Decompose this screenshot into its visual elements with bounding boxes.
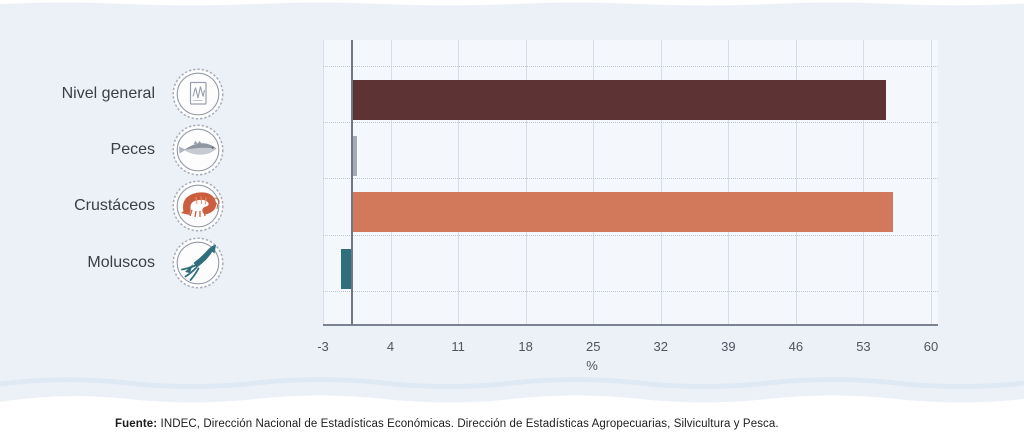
squid-icon <box>171 236 225 290</box>
x-gridline <box>931 40 932 324</box>
x-gridline <box>323 40 324 324</box>
x-tick-label: 46 <box>788 339 804 354</box>
source-note: Fuente: INDEC, Dirección Nacional de Est… <box>115 418 779 430</box>
top-wave-decoration <box>0 0 1024 6</box>
x-tick-label: 39 <box>721 339 736 354</box>
source-note-text: INDEC, Dirección Nacional de Estadística… <box>157 418 779 430</box>
bottom-wave-decoration <box>0 377 1024 414</box>
row-separator <box>323 66 938 67</box>
x-tick-label: 4 <box>386 339 395 354</box>
category-label: Crustáceos <box>74 197 155 215</box>
source-note-prefix: Fuente: <box>115 418 158 430</box>
x-gridline <box>795 40 797 324</box>
x-tick-label: 53 <box>856 339 871 354</box>
line-chart-document-icon <box>171 67 225 121</box>
category-label: Peces <box>110 141 155 159</box>
bar-peces <box>351 136 357 177</box>
x-gridline <box>660 40 662 324</box>
row-separator <box>323 234 938 236</box>
x-tick-label: -3 <box>317 339 329 354</box>
x-gridline <box>458 40 460 324</box>
fish-icon <box>171 123 225 177</box>
x-tick-label: 18 <box>518 339 533 354</box>
x-tick-label: 11 <box>451 339 465 354</box>
x-tick-label: 60 <box>923 339 939 354</box>
x-gridline <box>390 40 392 324</box>
shrimp-icon <box>171 179 225 233</box>
x-gridline <box>728 40 730 324</box>
bar-crust-ceos <box>351 192 894 233</box>
x-tick-label: 32 <box>653 339 668 354</box>
category-label: Moluscos <box>87 253 155 271</box>
bar-nivel-general <box>351 80 886 120</box>
x-gridline <box>525 40 527 324</box>
x-tick-label: 25 <box>585 339 601 354</box>
zero-baseline <box>350 40 353 324</box>
x-axis-unit-label: % <box>586 358 598 373</box>
category-label: Nivel general <box>61 85 155 102</box>
row-separator <box>323 290 938 292</box>
x-axis-line <box>323 324 938 326</box>
row-separator <box>323 178 938 180</box>
row-separator <box>323 122 938 124</box>
x-gridline <box>863 40 865 324</box>
plot-area <box>323 40 938 324</box>
x-gridline <box>593 40 595 324</box>
bar-moluscos <box>341 248 352 289</box>
